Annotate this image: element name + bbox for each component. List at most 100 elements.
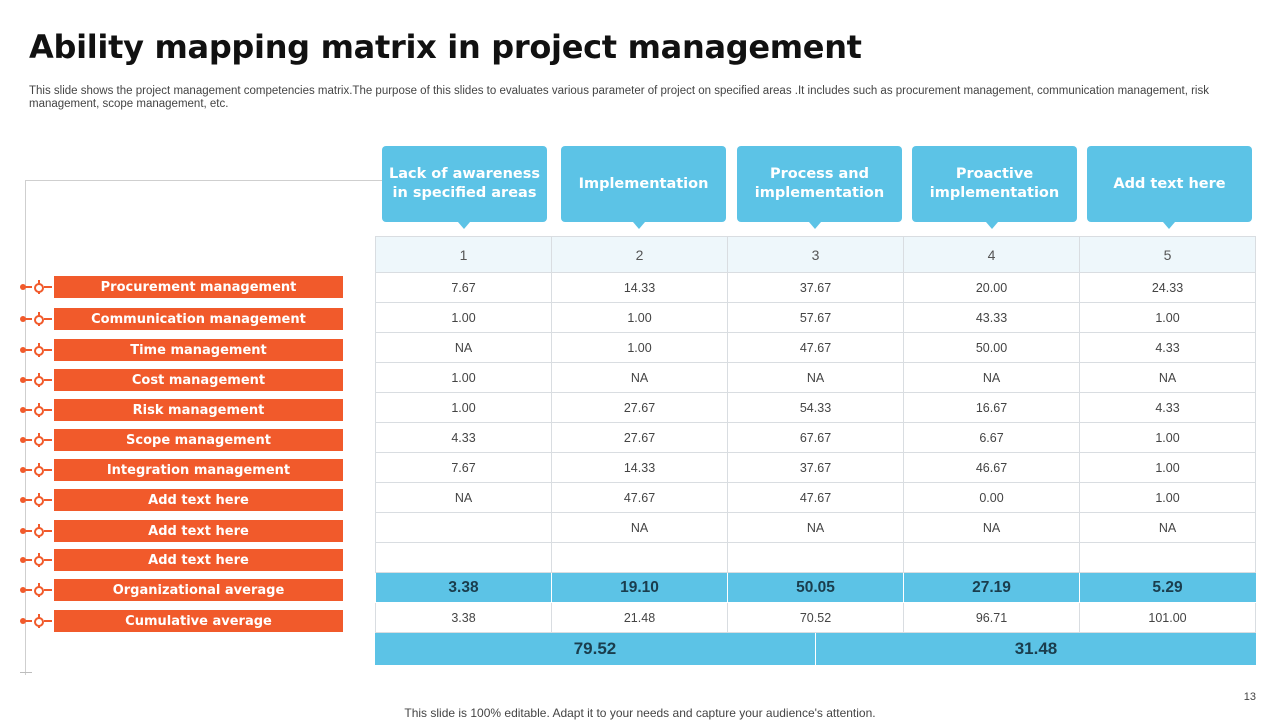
table-cell: 67.67 xyxy=(727,423,903,452)
cumulative-cell: 3.38 xyxy=(375,603,551,632)
column-header-2: Implementation xyxy=(561,146,726,222)
table-cell: 1.00 xyxy=(1079,303,1256,332)
row-label: Risk management xyxy=(54,399,343,421)
table-row xyxy=(375,543,1256,573)
table-cell: 1.00 xyxy=(1079,453,1256,482)
totals-row: 79.52 31.48 xyxy=(375,633,1256,665)
table-cell: 1.00 xyxy=(375,363,551,392)
table-cell: NA xyxy=(1079,513,1256,542)
slide-description: This slide shows the project management … xyxy=(29,85,1209,110)
matrix-table: 1 2 3 4 5 7.67 14.33 37.67 20.00 24.33 1… xyxy=(375,236,1256,665)
table-row: NA 1.00 47.67 50.00 4.33 xyxy=(375,333,1256,363)
average-cell: 50.05 xyxy=(727,573,903,602)
table-cell: 1.00 xyxy=(551,333,727,362)
table-cell xyxy=(375,513,551,542)
row-label: Procurement management xyxy=(54,276,343,298)
table-cell: 1.00 xyxy=(1079,423,1256,452)
table-cell xyxy=(1079,543,1256,572)
column-header-1: Lack of awareness in specified areas xyxy=(382,146,547,222)
table-cell: NA xyxy=(1079,363,1256,392)
table-cell: NA xyxy=(375,333,551,362)
frame-horizontal-line xyxy=(25,180,383,181)
down-arrow-icon xyxy=(809,222,821,229)
table-cell: 47.67 xyxy=(551,483,727,512)
column-number: 3 xyxy=(727,237,903,272)
table-cell: 7.67 xyxy=(375,453,551,482)
column-number: 4 xyxy=(903,237,1079,272)
column-header-label: Process and implementation xyxy=(754,166,885,201)
down-arrow-icon xyxy=(986,222,998,229)
connector-icon xyxy=(20,339,52,361)
row-label: Scope management xyxy=(54,429,343,451)
row-label: Communication management xyxy=(54,308,343,330)
table-cell: NA xyxy=(727,513,903,542)
table-cell: 54.33 xyxy=(727,393,903,422)
column-header-5: Add text here xyxy=(1087,146,1252,222)
connector-icon xyxy=(20,579,52,601)
row-label: Add text here xyxy=(54,489,343,511)
row-label: Integration management xyxy=(54,459,343,481)
table-cell: 24.33 xyxy=(1079,273,1256,302)
connector-icon xyxy=(20,308,52,330)
connector-icon xyxy=(20,489,52,511)
table-cell: 6.67 xyxy=(903,423,1079,452)
table-cell: 0.00 xyxy=(903,483,1079,512)
table-cell: 16.67 xyxy=(903,393,1079,422)
average-cell: 19.10 xyxy=(551,573,727,602)
table-cell: NA xyxy=(551,363,727,392)
table-cell: 14.33 xyxy=(551,453,727,482)
row-label: Organizational average xyxy=(54,579,343,601)
column-number: 5 xyxy=(1079,237,1256,272)
table-cell: 14.33 xyxy=(551,273,727,302)
row-label: Cumulative average xyxy=(54,610,343,632)
average-cell: 3.38 xyxy=(375,573,551,602)
table-cell: 1.00 xyxy=(375,303,551,332)
table-cell: 4.33 xyxy=(1079,393,1256,422)
total-cell: 31.48 xyxy=(815,633,1256,665)
row-label: Cost management xyxy=(54,369,343,391)
frame-vertical-line xyxy=(25,180,26,675)
table-cell: 37.67 xyxy=(727,453,903,482)
frame-base-line xyxy=(20,672,32,673)
table-cell: 27.67 xyxy=(551,393,727,422)
down-arrow-icon xyxy=(1163,222,1175,229)
cumulative-cell: 21.48 xyxy=(551,603,727,632)
total-cell: 79.52 xyxy=(573,639,617,658)
column-header-label: Implementation xyxy=(578,175,709,192)
column-header-label: Add text here xyxy=(1113,175,1226,192)
table-row: 1.00 1.00 57.67 43.33 1.00 xyxy=(375,303,1256,333)
table-cell xyxy=(551,543,727,572)
cumulative-cell: 101.00 xyxy=(1079,603,1256,632)
table-cell: NA xyxy=(903,513,1079,542)
average-cell: 5.29 xyxy=(1079,573,1256,602)
table-cell: 43.33 xyxy=(903,303,1079,332)
table-row: NA NA NA NA xyxy=(375,513,1256,543)
table-cell: 50.00 xyxy=(903,333,1079,362)
down-arrow-icon xyxy=(633,222,645,229)
table-cell: 46.67 xyxy=(903,453,1079,482)
table-row: 7.67 14.33 37.67 20.00 24.33 xyxy=(375,273,1256,303)
column-header-4: Proactive implementation xyxy=(912,146,1077,222)
table-cell: 4.33 xyxy=(375,423,551,452)
down-arrow-icon xyxy=(458,222,470,229)
table-cell: 1.00 xyxy=(1079,483,1256,512)
table-cell: 7.67 xyxy=(375,273,551,302)
column-header-label: Lack of awareness in specified areas xyxy=(389,166,540,201)
average-cell: 27.19 xyxy=(903,573,1079,602)
table-cell xyxy=(903,543,1079,572)
row-label: Add text here xyxy=(54,549,343,571)
table-row: 4.33 27.67 67.67 6.67 1.00 xyxy=(375,423,1256,453)
table-cell: 1.00 xyxy=(551,303,727,332)
cumulative-average-row: 3.38 21.48 70.52 96.71 101.00 xyxy=(375,603,1256,633)
connector-icon xyxy=(20,520,52,542)
table-cell: 27.67 xyxy=(551,423,727,452)
table-cell: NA xyxy=(375,483,551,512)
organizational-average-row: 3.38 19.10 50.05 27.19 5.29 xyxy=(375,573,1256,603)
cumulative-cell: 70.52 xyxy=(727,603,903,632)
page-title: Ability mapping matrix in project manage… xyxy=(29,28,862,66)
table-cell: NA xyxy=(551,513,727,542)
table-cell: 47.67 xyxy=(727,483,903,512)
column-number-row: 1 2 3 4 5 xyxy=(375,236,1256,273)
table-cell: NA xyxy=(903,363,1079,392)
connector-icon xyxy=(20,399,52,421)
